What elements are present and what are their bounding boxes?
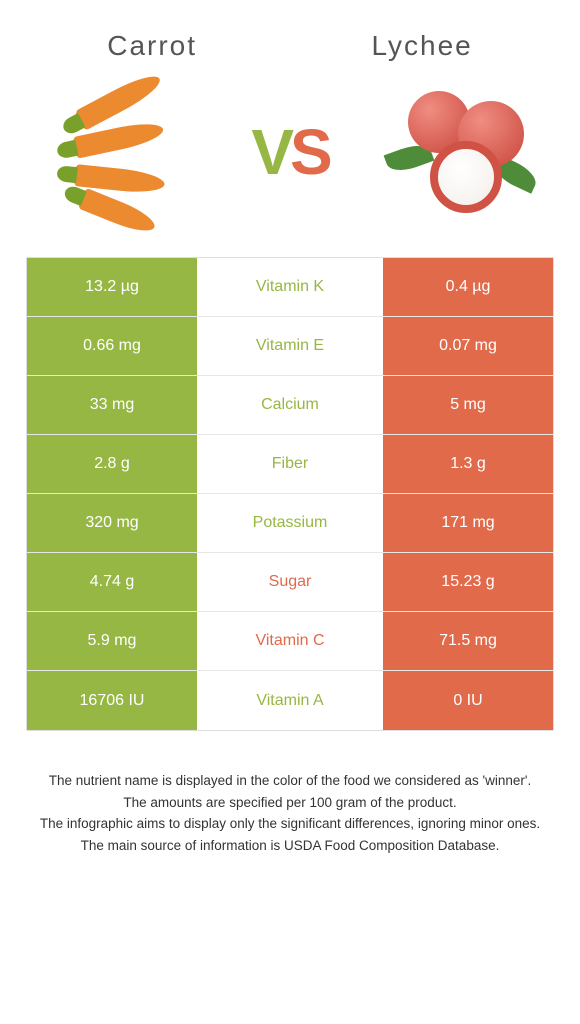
nutrient-name-cell: Calcium [197, 376, 383, 434]
right-value-cell: 0.4 µg [383, 258, 553, 316]
table-row: 16706 IUVitamin A0 IU [27, 671, 553, 730]
table-row: 320 mgPotassium171 mg [27, 494, 553, 553]
vs-label: VS [251, 115, 328, 189]
hero-row: VS [20, 82, 560, 257]
table-row: 13.2 µgVitamin K0.4 µg [27, 258, 553, 317]
left-value-cell: 0.66 mg [27, 317, 197, 375]
table-row: 0.66 mgVitamin E0.07 mg [27, 317, 553, 376]
nutrient-name-cell: Vitamin E [197, 317, 383, 375]
table-row: 2.8 gFiber1.3 g [27, 435, 553, 494]
right-value-cell: 5 mg [383, 376, 553, 434]
table-row: 5.9 mgVitamin C71.5 mg [27, 612, 553, 671]
left-value-cell: 13.2 µg [27, 258, 197, 316]
footnote-line: The infographic aims to display only the… [26, 814, 554, 834]
nutrient-comparison-table: 13.2 µgVitamin K0.4 µg0.66 mgVitamin E0.… [26, 257, 554, 731]
left-value-cell: 4.74 g [27, 553, 197, 611]
footnotes: The nutrient name is displayed in the co… [20, 771, 560, 855]
left-food-title: Carrot [107, 30, 197, 62]
vs-s: S [290, 116, 329, 188]
vs-v: V [251, 116, 290, 188]
nutrient-name-cell: Fiber [197, 435, 383, 493]
footnote-line: The amounts are specified per 100 gram o… [26, 793, 554, 813]
nutrient-name-cell: Vitamin K [197, 258, 383, 316]
nutrient-name-cell: Vitamin C [197, 612, 383, 670]
left-value-cell: 16706 IU [27, 671, 197, 730]
carrot-illustration [40, 82, 200, 222]
table-row: 33 mgCalcium5 mg [27, 376, 553, 435]
header-row: Carrot Lychee [20, 30, 560, 62]
left-value-cell: 33 mg [27, 376, 197, 434]
right-value-cell: 171 mg [383, 494, 553, 552]
footnote-line: The main source of information is USDA F… [26, 836, 554, 856]
right-value-cell: 0.07 mg [383, 317, 553, 375]
left-value-cell: 320 mg [27, 494, 197, 552]
table-row: 4.74 gSugar15.23 g [27, 553, 553, 612]
left-value-cell: 5.9 mg [27, 612, 197, 670]
nutrient-name-cell: Sugar [197, 553, 383, 611]
nutrient-name-cell: Vitamin A [197, 671, 383, 730]
nutrient-name-cell: Potassium [197, 494, 383, 552]
lychee-illustration [380, 82, 540, 222]
right-value-cell: 1.3 g [383, 435, 553, 493]
right-value-cell: 15.23 g [383, 553, 553, 611]
footnote-line: The nutrient name is displayed in the co… [26, 771, 554, 791]
right-food-title: Lychee [372, 30, 473, 62]
right-value-cell: 0 IU [383, 671, 553, 730]
right-value-cell: 71.5 mg [383, 612, 553, 670]
left-value-cell: 2.8 g [27, 435, 197, 493]
